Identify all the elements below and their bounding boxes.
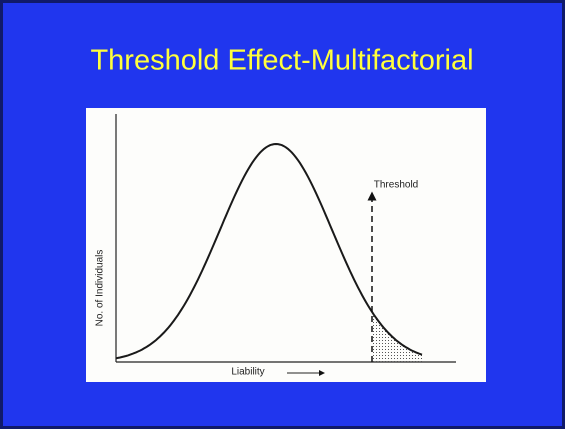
y-axis-label: No. of Individuals	[95, 250, 106, 327]
x-axis-label: Liability	[231, 367, 264, 378]
figure-panel	[86, 108, 486, 382]
slide-title: Threshold Effect-Multifactorial	[90, 45, 473, 77]
threshold-label: Threshold	[374, 180, 418, 191]
distribution-curve	[115, 142, 423, 360]
